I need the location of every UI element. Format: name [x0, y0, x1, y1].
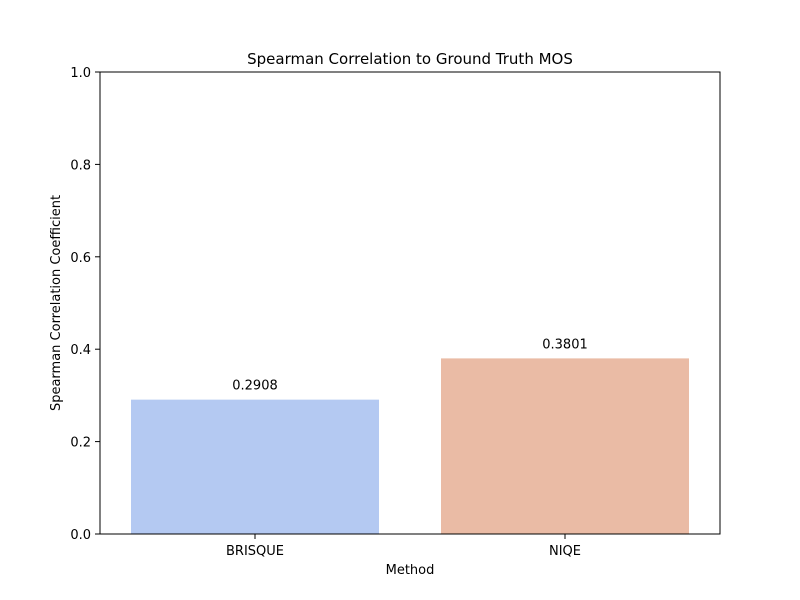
y-tick-label: 0.2 — [70, 436, 91, 451]
x-tick-label-niqe: NIQE — [549, 544, 581, 559]
value-labels-group: 0.2908 0.3801 — [232, 337, 588, 393]
y-tick-label: 0.8 — [70, 158, 91, 173]
x-axis: BRISQUE NIQE — [226, 534, 581, 559]
bar-brisque — [131, 399, 379, 534]
y-tick-label: 1.0 — [70, 66, 91, 81]
bar-niqe — [441, 358, 689, 534]
y-axis-label: Spearman Correlation Coefficient — [49, 195, 64, 411]
y-tick-label: 0.0 — [70, 528, 91, 543]
chart-title: Spearman Correlation to Ground Truth MOS — [247, 50, 573, 68]
plot-frame — [99, 71, 721, 535]
value-label-brisque: 0.2908 — [232, 379, 278, 394]
x-axis-label: Method — [386, 563, 435, 578]
value-label-niqe: 0.3801 — [542, 337, 588, 352]
x-tick-label-brisque: BRISQUE — [226, 544, 284, 559]
y-tick-label: 0.6 — [70, 251, 91, 266]
y-axis: 0.0 0.2 0.4 0.6 0.8 1.0 — [70, 66, 100, 543]
bars-group — [131, 358, 689, 534]
y-tick-label: 0.4 — [70, 343, 91, 358]
